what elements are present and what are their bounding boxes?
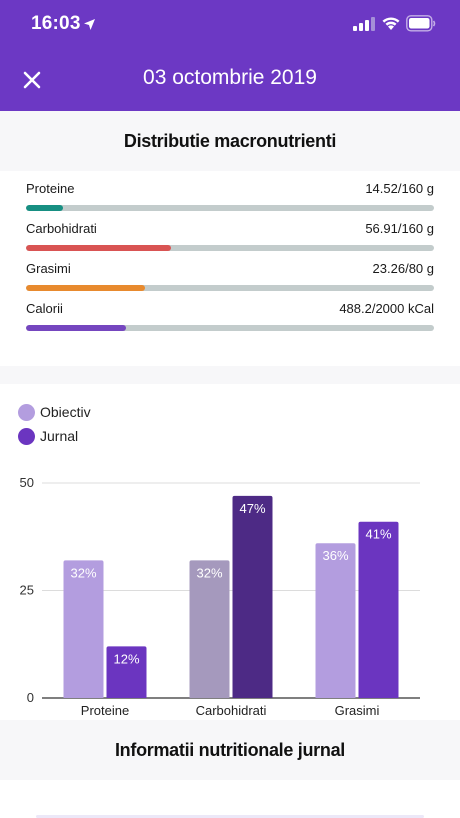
bar-jurnal-grasimi bbox=[359, 522, 399, 698]
bar-value-label: 12% bbox=[113, 651, 139, 666]
macro-section-title: Distributie macronutrienti bbox=[0, 111, 460, 171]
macro-value: 14.52/160 g bbox=[365, 181, 434, 196]
y-tick-label: 0 bbox=[27, 690, 34, 705]
progress-fill bbox=[26, 325, 126, 331]
progress-fill bbox=[26, 205, 63, 211]
status-bar: 16:03 bbox=[0, 0, 460, 50]
macro-row-grasimi: Grasimi 23.26/80 g bbox=[26, 254, 434, 294]
macro-name: Proteine bbox=[26, 181, 74, 196]
macro-name: Grasimi bbox=[26, 261, 71, 276]
bar-value-label: 41% bbox=[365, 527, 391, 542]
status-time: 16:03 bbox=[31, 13, 81, 35]
bar-chart-svg: 0 25 50 32% 12% Proteine 32% 47% Carbohidrati 36%… bbox=[0, 384, 460, 720]
bar-value-label: 36% bbox=[322, 548, 348, 563]
macro-chart: Obiectiv Jurnal 0 25 50 32% 12% Proteine 32% 47… bbox=[0, 384, 460, 720]
bar-value-label: 32% bbox=[70, 565, 96, 580]
progress-fill bbox=[26, 245, 171, 251]
progress-track bbox=[26, 325, 434, 331]
page-title: 03 octombrie 2019 bbox=[0, 66, 460, 90]
macro-name: Carbohidrati bbox=[26, 221, 97, 236]
macro-section-header: Distributie macronutrienti bbox=[0, 111, 460, 171]
macro-row-calorii: Calorii 488.2/2000 kCal bbox=[26, 294, 434, 334]
progress-track bbox=[26, 285, 434, 291]
bar-value-label: 32% bbox=[196, 565, 222, 580]
x-tick-label: Proteine bbox=[81, 703, 129, 718]
macro-value: 488.2/2000 kCal bbox=[339, 301, 434, 316]
y-tick-label: 25 bbox=[20, 583, 34, 598]
info-section-title: Informatii nutritionale jurnal bbox=[0, 720, 460, 780]
wifi-icon bbox=[381, 15, 401, 31]
x-tick-label: Grasimi bbox=[335, 703, 380, 718]
cellular-signal-icon bbox=[353, 17, 375, 31]
info-section-header: Informatii nutritionale jurnal bbox=[0, 720, 460, 780]
location-arrow-icon bbox=[83, 18, 96, 31]
macro-name: Calorii bbox=[26, 301, 63, 316]
macro-list: Proteine 14.52/160 g Carbohidrati 56.91/… bbox=[0, 172, 460, 366]
app-header: 16:03 03 octombrie 2019 bbox=[0, 0, 460, 111]
progress-fill bbox=[26, 285, 145, 291]
y-tick-label: 50 bbox=[20, 475, 34, 490]
bar-obiectiv-grasimi bbox=[316, 543, 356, 698]
battery-icon bbox=[406, 15, 436, 32]
info-content-start bbox=[0, 780, 460, 818]
section-divider bbox=[0, 366, 460, 384]
bar-obiectiv-proteine bbox=[64, 560, 104, 698]
progress-track bbox=[26, 245, 434, 251]
macro-value: 56.91/160 g bbox=[365, 221, 434, 236]
progress-track bbox=[26, 205, 434, 211]
bar-value-label: 47% bbox=[239, 501, 265, 516]
bar-obiectiv-carbohidrati bbox=[190, 560, 230, 698]
macro-value: 23.26/80 g bbox=[373, 261, 434, 276]
macro-row-proteine: Proteine 14.52/160 g bbox=[26, 174, 434, 214]
macro-row-carbohidrati: Carbohidrati 56.91/160 g bbox=[26, 214, 434, 254]
bar-jurnal-carbohidrati bbox=[233, 496, 273, 698]
x-tick-label: Carbohidrati bbox=[196, 703, 267, 718]
